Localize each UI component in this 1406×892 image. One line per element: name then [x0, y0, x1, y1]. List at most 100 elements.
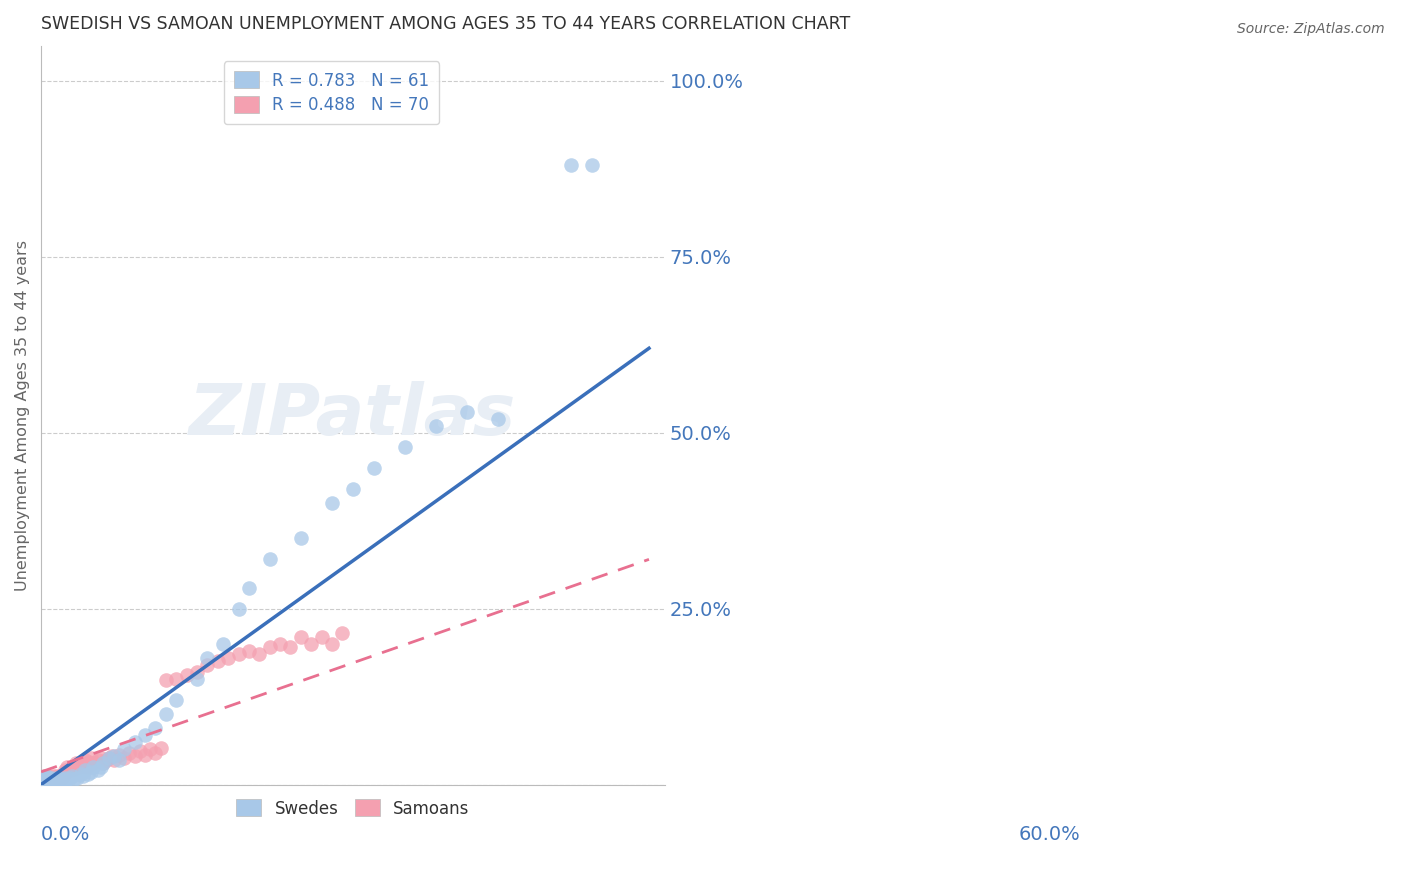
Point	[59, 764, 82, 778]
Point	[299, 637, 322, 651]
Point	[425, 418, 447, 433]
Point	[38, 771, 60, 785]
Point	[456, 404, 478, 418]
Point	[34, 774, 56, 789]
Point	[53, 771, 76, 785]
Point	[290, 531, 312, 545]
Point	[228, 601, 250, 615]
Point	[93, 756, 115, 771]
Point	[34, 772, 56, 787]
Point	[93, 756, 115, 771]
Point	[77, 755, 100, 769]
Point	[311, 630, 333, 644]
Point	[195, 651, 218, 665]
Point	[87, 753, 110, 767]
Point	[259, 640, 281, 655]
Point	[72, 769, 94, 783]
Point	[65, 756, 87, 771]
Text: SWEDISH VS SAMOAN UNEMPLOYMENT AMONG AGES 35 TO 44 YEARS CORRELATION CHART: SWEDISH VS SAMOAN UNEMPLOYMENT AMONG AGE…	[41, 15, 851, 33]
Point	[53, 764, 76, 778]
Point	[238, 644, 260, 658]
Point	[56, 772, 79, 786]
Text: 60.0%: 60.0%	[1018, 825, 1080, 844]
Point	[108, 747, 131, 762]
Point	[56, 760, 79, 774]
Point	[42, 772, 65, 786]
Point	[46, 772, 69, 787]
Point	[176, 668, 198, 682]
Point	[37, 772, 59, 786]
Point	[238, 581, 260, 595]
Point	[486, 411, 509, 425]
Point	[63, 762, 86, 776]
Point	[63, 772, 86, 786]
Point	[103, 749, 125, 764]
Point	[94, 753, 117, 767]
Point	[41, 771, 63, 785]
Point	[76, 767, 98, 781]
Point	[321, 496, 343, 510]
Point	[49, 772, 72, 786]
Point	[42, 773, 65, 788]
Point	[55, 773, 77, 788]
Point	[269, 637, 291, 651]
Point	[52, 767, 75, 781]
Point	[90, 751, 112, 765]
Point	[45, 769, 67, 783]
Point	[195, 657, 218, 672]
Point	[134, 728, 156, 742]
Point	[45, 771, 67, 785]
Point	[52, 769, 75, 783]
Point	[49, 772, 72, 786]
Point	[145, 746, 167, 760]
Text: Source: ZipAtlas.com: Source: ZipAtlas.com	[1237, 22, 1385, 37]
Point	[67, 760, 90, 774]
Point	[44, 772, 66, 786]
Point	[69, 757, 91, 772]
Point	[247, 648, 270, 662]
Point	[128, 744, 150, 758]
Point	[73, 753, 96, 767]
Point	[51, 773, 73, 788]
Point	[76, 760, 98, 774]
Legend: Swedes, Samoans: Swedes, Samoans	[229, 793, 477, 824]
Point	[52, 772, 75, 786]
Point	[32, 772, 55, 786]
Point	[124, 735, 146, 749]
Point	[212, 637, 235, 651]
Text: 0.0%: 0.0%	[41, 825, 90, 844]
Y-axis label: Unemployment Among Ages 35 to 44 years: Unemployment Among Ages 35 to 44 years	[15, 240, 30, 591]
Point	[97, 751, 120, 765]
Point	[41, 774, 63, 789]
Point	[332, 626, 354, 640]
Point	[155, 707, 177, 722]
Point	[259, 552, 281, 566]
Point	[73, 764, 96, 778]
Point	[37, 773, 59, 788]
Point	[48, 769, 70, 783]
Point	[165, 693, 187, 707]
Point	[112, 751, 135, 765]
Point	[290, 630, 312, 644]
Point	[342, 482, 364, 496]
Point	[32, 771, 55, 785]
Text: ZIPatlas: ZIPatlas	[190, 381, 516, 450]
Point	[207, 654, 229, 668]
Point	[32, 772, 55, 786]
Point	[80, 764, 103, 779]
Point	[112, 742, 135, 756]
Point	[37, 772, 59, 786]
Point	[41, 769, 63, 783]
Point	[82, 760, 104, 774]
Point	[69, 767, 91, 781]
Point	[51, 771, 73, 785]
Point	[155, 673, 177, 688]
Point	[46, 771, 69, 785]
Point	[90, 760, 112, 774]
Point	[145, 721, 167, 735]
Point	[45, 774, 67, 789]
Point	[66, 771, 89, 785]
Point	[39, 772, 62, 786]
Point	[394, 440, 416, 454]
Point	[103, 753, 125, 767]
